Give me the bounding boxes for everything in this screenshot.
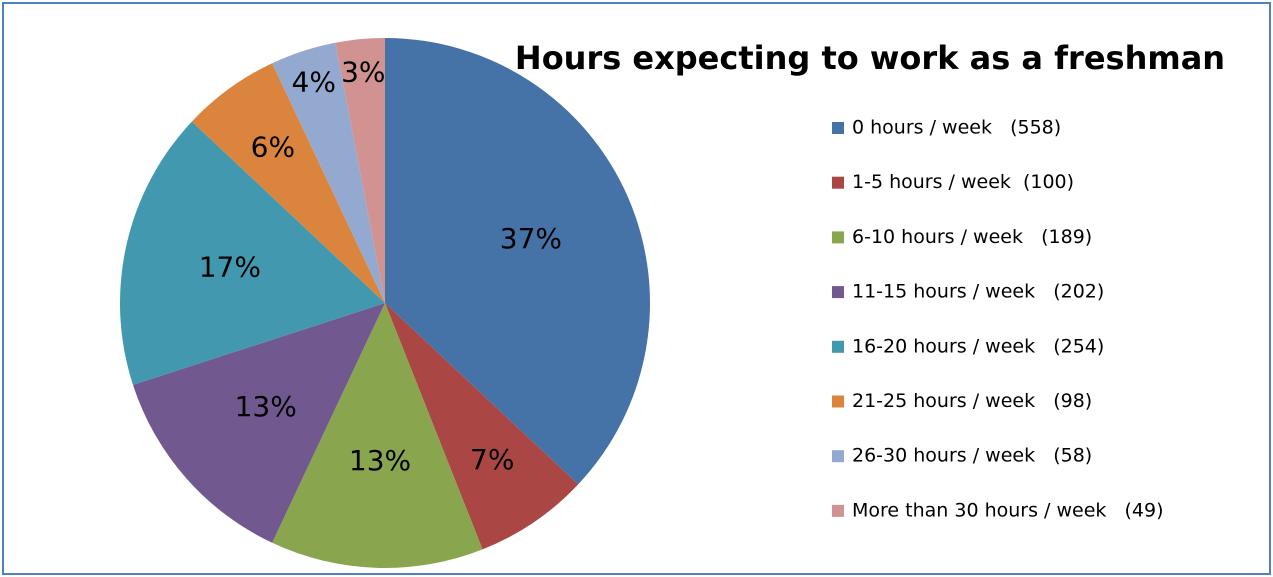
chart-title: Hours expecting to work as a freshman: [515, 39, 1225, 77]
pie-slice: [132, 303, 385, 543]
legend-label: More than 30 hours / week (49): [852, 499, 1164, 521]
legend-label: 11-15 hours / week (202): [852, 281, 1104, 303]
slice-label: 7%: [470, 443, 514, 476]
slice-label: 3%: [341, 55, 385, 88]
legend-swatch: [832, 286, 844, 299]
legend-swatch: [832, 231, 844, 244]
legend-label: 0 hours / week (558): [852, 117, 1061, 139]
slice-label: 37%: [500, 222, 562, 255]
legend-swatch: [832, 340, 844, 353]
slice-label: 6%: [251, 131, 295, 164]
pie-slice: [191, 63, 385, 304]
legend-label: 16-20 hours / week (254): [852, 335, 1104, 357]
legend-label: 26-30 hours / week (58): [852, 445, 1092, 467]
legend-label: 6-10 hours / week (189): [852, 226, 1092, 248]
slice-label: 13%: [349, 444, 411, 477]
legend-label: 1-5 hours / week (100): [852, 171, 1074, 193]
pie-slice: [120, 121, 386, 385]
pie-slice: [335, 38, 385, 303]
legend-swatch: [832, 176, 844, 189]
pie-slice: [385, 38, 650, 485]
pie-slice: [272, 42, 385, 303]
slice-label: 4%: [292, 66, 336, 99]
legend-swatch: [832, 395, 844, 408]
pie-slice: [385, 303, 579, 550]
legend-swatch: [832, 450, 844, 463]
legend-label: 21-25 hours / week (98): [852, 390, 1092, 412]
slice-label: 17%: [199, 250, 261, 283]
legend-swatch: [832, 122, 844, 134]
pie-slice: [272, 303, 483, 568]
legend-swatch: [832, 504, 844, 517]
slice-label: 13%: [235, 390, 297, 423]
